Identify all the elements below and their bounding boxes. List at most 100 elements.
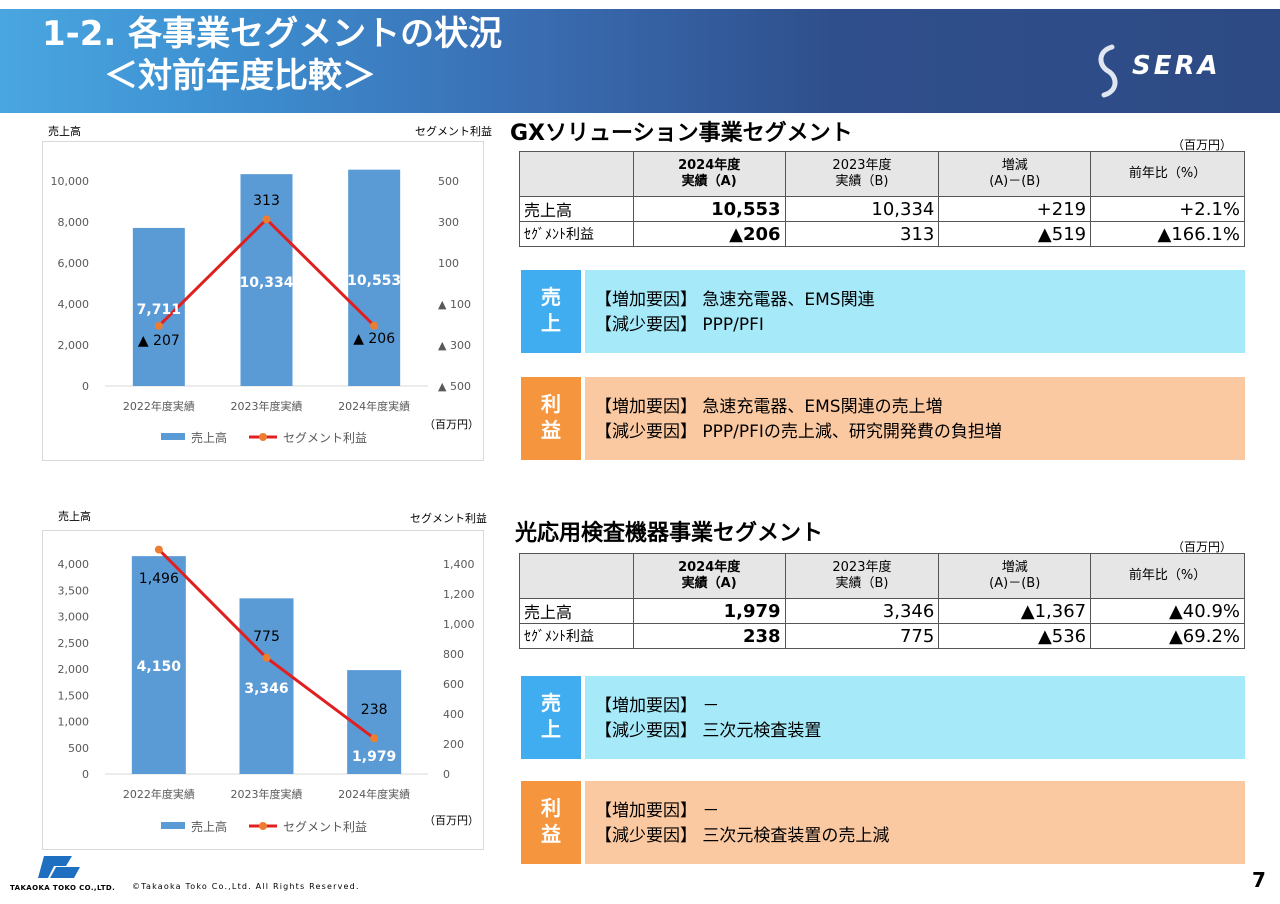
left-tick-label: 4,000 bbox=[58, 558, 90, 571]
opt-row1-diff: ▲1,367 bbox=[938, 598, 1092, 624]
opt-head-2023: 2023年度 実績（B) bbox=[784, 553, 940, 599]
page-number: 7 bbox=[1252, 868, 1266, 892]
opt-profit-body: 【増加要因】 － 【減少要因】 三次元検査装置の売上減 bbox=[585, 781, 1245, 864]
opt-row1-b: 3,346 bbox=[784, 598, 940, 624]
bar-2023年度実績 bbox=[240, 174, 293, 386]
bar-value-label: 1,979 bbox=[352, 749, 396, 765]
profit-marker bbox=[370, 321, 379, 330]
gx-sales-body: 【増加要因】 急速充電器、EMS関連 【減少要因】 PPP/PFI bbox=[585, 270, 1245, 353]
gx-row2-ratio: ▲166.1% bbox=[1090, 221, 1245, 247]
gx-row1-b: 10,334 bbox=[784, 196, 940, 222]
gx-head-diff-line2: (A)－(B) bbox=[989, 174, 1041, 189]
page-title: 1-2. 各事業セグメントの状況 ＜対前年度比較＞ bbox=[42, 13, 502, 97]
legend-bar-label: 売上高 bbox=[191, 819, 227, 834]
right-tick-label: 1,400 bbox=[443, 558, 475, 571]
opt-profit-increase: 【増加要因】 － bbox=[595, 801, 720, 821]
legend-line-marker bbox=[259, 433, 267, 441]
table-row: ｾｸﾞﾒﾝﾄ利益 238 775 ▲536 ▲69.2% bbox=[519, 623, 1245, 649]
left-tick-label: 0 bbox=[82, 768, 89, 781]
bar-2024年度実績 bbox=[348, 169, 401, 386]
profit-marker bbox=[154, 545, 163, 554]
profit-value-label: 775 bbox=[253, 629, 280, 645]
gx-table: 2024年度 実績（A) 2023年度 実績（B) 増減 (A)－(B) 前年比（%）… bbox=[519, 151, 1245, 247]
right-tick-label: 1,200 bbox=[443, 588, 475, 601]
gx-profit-decrease: 【減少要因】 PPP/PFIの売上減、研究開発費の負担増 bbox=[595, 422, 1002, 442]
opt-row2-b: 775 bbox=[784, 623, 940, 649]
left-tick-label: 10,000 bbox=[51, 175, 90, 188]
bar-2023年度実績 bbox=[239, 598, 294, 774]
opt-profit-tag-2: 益 bbox=[541, 822, 561, 846]
gx-row2-a: ▲206 bbox=[632, 221, 786, 247]
category-label: 2023年度実績 bbox=[231, 399, 303, 413]
gx-head-2023: 2023年度 実績（B) bbox=[784, 151, 940, 197]
left-tick-label: 2,000 bbox=[58, 339, 90, 352]
table-row: 売上高 1,979 3,346 ▲1,367 ▲40.9% bbox=[519, 598, 1245, 624]
opt-head-blank bbox=[519, 553, 634, 599]
legend-bar-swatch bbox=[161, 822, 185, 829]
right-tick-label: 400 bbox=[443, 708, 464, 721]
opt-sales-decrease: 【減少要因】 三次元検査装置 bbox=[595, 721, 822, 741]
gx-head-blank bbox=[519, 151, 634, 197]
gx-row1-label: 売上高 bbox=[519, 196, 634, 222]
right-tick-label: 500 bbox=[438, 175, 459, 188]
gx-table-header: 2024年度 実績（A) 2023年度 実績（B) 増減 (A)－(B) 前年比（%） bbox=[519, 151, 1245, 197]
table-row: 売上高 10,553 10,334 +219 +2.1% bbox=[519, 196, 1245, 222]
bar-2022年度実績 bbox=[131, 556, 186, 774]
left-tick-label: 3,000 bbox=[58, 611, 90, 624]
copyright: ©Takaoka Toko Co.,Ltd. All Rights Reserv… bbox=[132, 882, 360, 891]
takaoka-logo-text: TAKAOKA TOKO CO.,LTD. bbox=[10, 884, 116, 892]
gx-row1-a: 10,553 bbox=[632, 196, 786, 222]
gx-row1-diff: +219 bbox=[938, 196, 1092, 222]
opt-row2-a: 238 bbox=[632, 623, 786, 649]
legend-bar-swatch bbox=[161, 433, 185, 440]
gx-profit-tag: 利益 bbox=[521, 377, 581, 460]
opt-sales-factor: 売上 【増加要因】 － 【減少要因】 三次元検査装置 bbox=[521, 676, 1245, 759]
opt-head-2023-line2: 実績（B) bbox=[835, 576, 889, 591]
title-line-1: 1-2. 各事業セグメントの状況 bbox=[42, 14, 503, 54]
right-tick-label: ▲ 100 bbox=[438, 298, 471, 311]
table-row: ｾｸﾞﾒﾝﾄ利益 ▲206 313 ▲519 ▲166.1% bbox=[519, 221, 1245, 247]
opt-head-ratio: 前年比（%） bbox=[1090, 553, 1245, 599]
gx-row2-diff: ▲519 bbox=[938, 221, 1092, 247]
left-tick-label: 1,500 bbox=[58, 689, 90, 702]
gx-row1-ratio: +2.1% bbox=[1090, 196, 1245, 222]
title-line-2: ＜対前年度比較＞ bbox=[104, 56, 376, 96]
legend-line-label: セグメント利益 bbox=[283, 431, 367, 445]
left-tick-label: 0 bbox=[82, 380, 89, 393]
gx-head-ratio: 前年比（%） bbox=[1090, 151, 1245, 197]
opt-segment-title: 光応用検査機器事業セグメント bbox=[515, 521, 824, 546]
chart1-left-axis-label: 売上高 bbox=[48, 125, 81, 138]
legend-line-marker bbox=[259, 822, 267, 830]
gx-head-diff: 増減 (A)－(B) bbox=[938, 151, 1092, 197]
gx-unit: （百万円） bbox=[1172, 138, 1233, 152]
right-tick-label: 300 bbox=[438, 216, 459, 229]
bar-2024年度実績 bbox=[347, 670, 402, 774]
gx-head-2024-line2: 実績（A) bbox=[681, 174, 737, 189]
opt-sales-increase: 【増加要因】 － bbox=[595, 696, 720, 716]
left-tick-label: 3,500 bbox=[58, 584, 90, 597]
opt-head-2024: 2024年度 実績（A) bbox=[632, 553, 786, 599]
chart1-frame: 0 2,000 4,000 6,000 8,000 10,000 ▲ 500 ▲ 300 ▲ 1… bbox=[42, 141, 484, 461]
chart1-unit: （百万円） bbox=[424, 418, 479, 431]
gx-head-2023-line1: 2023年度 bbox=[832, 158, 892, 173]
opt-table-header: 2024年度 実績（A) 2023年度 実績（B) 増減 (A)－(B) 前年比（%） bbox=[519, 553, 1245, 599]
gx-profit-body: 【増加要因】 急速充電器、EMS関連の売上増 【減少要因】 PPP/PFIの売上減… bbox=[585, 377, 1245, 460]
opt-head-2024-line1: 2024年度 bbox=[678, 560, 741, 575]
right-tick-label: 0 bbox=[443, 768, 450, 781]
opt-sales-tag-2: 上 bbox=[541, 717, 561, 741]
chart2-left-axis-label: 売上高 bbox=[58, 510, 91, 523]
opt-row1-ratio: ▲40.9% bbox=[1090, 598, 1245, 624]
category-label: 2023年度実績 bbox=[231, 787, 303, 801]
sera-logo-icon bbox=[1098, 44, 1118, 98]
bar-value-label: 10,334 bbox=[239, 275, 293, 291]
category-label: 2024年度実績 bbox=[338, 399, 410, 413]
right-tick-label: ▲ 500 bbox=[438, 380, 471, 393]
chart2-unit: （百万円） bbox=[424, 814, 479, 827]
takaoka-logo: TAKAOKA TOKO CO.,LTD. bbox=[10, 854, 116, 892]
category-label: 2022年度実績 bbox=[123, 399, 195, 413]
takaoka-logo-icon bbox=[38, 856, 80, 878]
profit-value-label: 313 bbox=[253, 193, 280, 209]
chart1-right-axis-label: セグメント利益 bbox=[415, 125, 492, 138]
left-tick-label: 1,000 bbox=[58, 716, 90, 729]
profit-value-label: ▲ 207 bbox=[138, 333, 180, 349]
